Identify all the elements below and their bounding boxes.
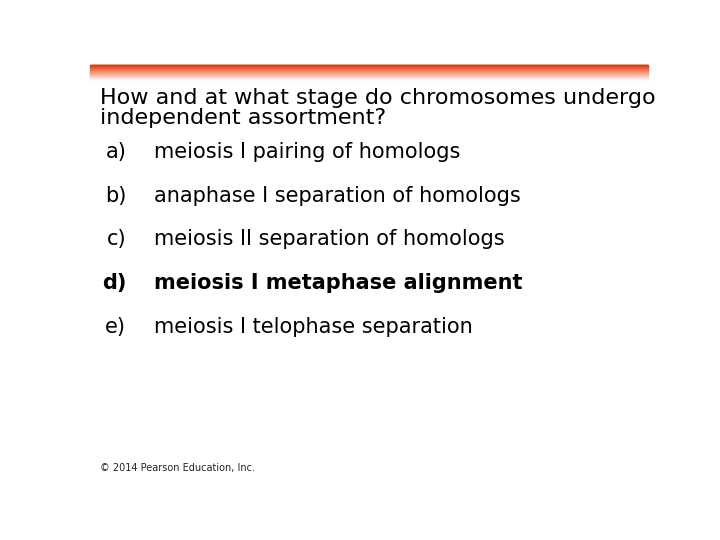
Text: meiosis II separation of homologs: meiosis II separation of homologs — [154, 230, 505, 249]
Text: d): d) — [102, 273, 126, 293]
Text: a): a) — [105, 142, 126, 162]
Text: e): e) — [105, 317, 126, 337]
Text: anaphase I separation of homologs: anaphase I separation of homologs — [154, 186, 521, 206]
Text: c): c) — [107, 230, 126, 249]
Text: How and at what stage do chromosomes undergo: How and at what stage do chromosomes und… — [100, 87, 656, 107]
Text: © 2014 Pearson Education, Inc.: © 2014 Pearson Education, Inc. — [100, 463, 255, 473]
Text: meiosis I pairing of homologs: meiosis I pairing of homologs — [154, 142, 461, 162]
Text: independent assortment?: independent assortment? — [100, 109, 386, 129]
Text: meiosis I metaphase alignment: meiosis I metaphase alignment — [154, 273, 523, 293]
Text: meiosis I telophase separation: meiosis I telophase separation — [154, 317, 473, 337]
Text: b): b) — [105, 186, 126, 206]
